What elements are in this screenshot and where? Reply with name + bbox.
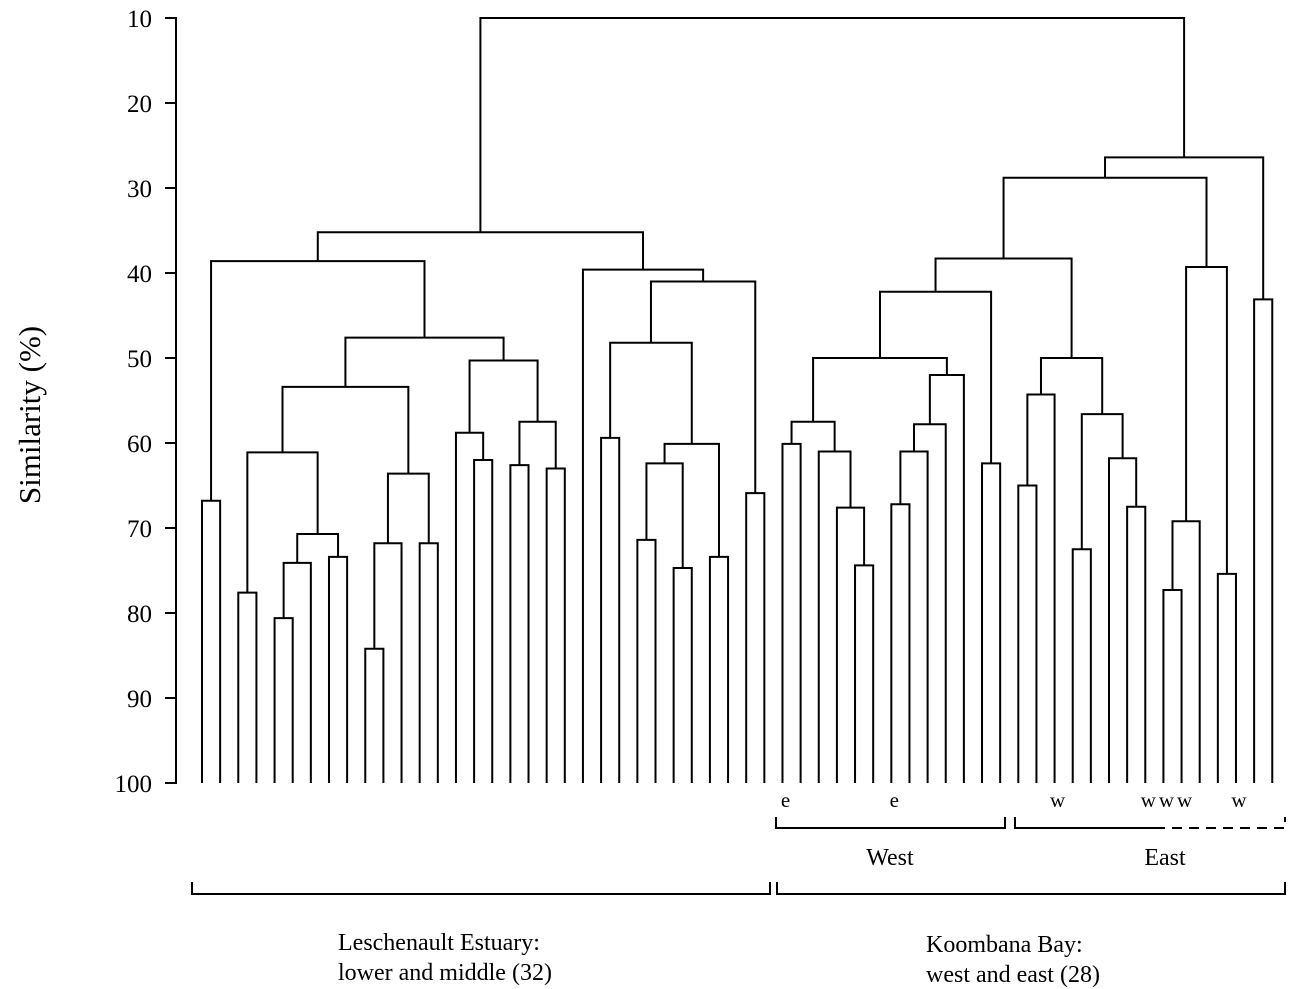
merge: [1039, 357, 1104, 415]
merge: [281, 385, 410, 474]
bracket: [775, 817, 1006, 829]
group-brackets: [191, 817, 1286, 895]
y-tick-label: 10: [127, 6, 152, 33]
merge: [296, 532, 340, 563]
annotation: Koombana Bay:: [926, 932, 1083, 958]
annotation: East: [1144, 845, 1186, 871]
merge: [1126, 505, 1147, 783]
merge: [364, 647, 385, 783]
bracket: [1155, 817, 1286, 829]
bracket: [776, 882, 1286, 895]
merge: [246, 451, 319, 593]
annotation: lower and middle (32): [338, 960, 552, 986]
merge: [344, 336, 505, 387]
merge: [454, 431, 485, 783]
merge: [912, 423, 947, 783]
merge: [672, 566, 693, 783]
merge: [1216, 572, 1237, 783]
merge: [1026, 393, 1056, 783]
merge: [1253, 298, 1274, 783]
merge: [1080, 413, 1124, 550]
annotation: West: [866, 845, 914, 871]
merge: [201, 499, 222, 783]
merge: [934, 257, 1073, 358]
merge: [1185, 266, 1228, 574]
annotation: west and east (28): [926, 962, 1100, 988]
leaf-label: w: [1177, 788, 1193, 812]
merge: [663, 442, 720, 557]
merge: [890, 503, 911, 783]
leaf-label: w: [1231, 788, 1247, 812]
merge: [473, 459, 494, 783]
merge: [509, 464, 530, 783]
merge: [327, 555, 349, 783]
merge: [708, 555, 730, 783]
y-tick-label: 60: [127, 431, 152, 458]
merge: [781, 442, 802, 783]
merge: [600, 436, 621, 783]
leaf-label: w: [1141, 788, 1157, 812]
y-tick-label: 50: [127, 346, 152, 373]
merge: [981, 462, 1002, 783]
leaf-label: e: [890, 788, 899, 812]
leaf-label: w: [1050, 788, 1066, 812]
merge: [609, 341, 693, 444]
merge: [316, 231, 645, 270]
y-tick-label: 70: [127, 516, 152, 543]
merge: [790, 420, 836, 452]
leaf-label: w: [1159, 788, 1175, 812]
merge: [518, 420, 557, 469]
y-tick-label: 40: [127, 261, 152, 288]
merge: [386, 472, 430, 544]
merge: [1017, 484, 1038, 783]
y-tick-label: 80: [127, 601, 152, 628]
merge: [1071, 548, 1092, 783]
merge: [418, 542, 439, 783]
merge: [835, 506, 866, 783]
annotation: Leschenault Estuary:: [338, 930, 540, 956]
merge: [636, 538, 657, 783]
y-axis-label: Similarity (%): [12, 326, 47, 504]
merge: [479, 17, 1186, 233]
y-tick-label: 20: [127, 91, 152, 118]
y-tick-label: 90: [127, 686, 152, 713]
merge: [645, 462, 684, 568]
merge: [899, 450, 929, 783]
merge: [237, 591, 258, 783]
merge: [545, 467, 566, 783]
bracket: [191, 882, 771, 895]
merge: [817, 450, 852, 783]
merge: [373, 542, 403, 783]
merge: [649, 280, 757, 494]
merge: [812, 357, 948, 422]
merge: [854, 564, 875, 783]
merge: [1171, 520, 1201, 783]
leaf-label: e: [781, 788, 790, 812]
merge: [928, 374, 965, 783]
merge: [1002, 176, 1208, 268]
y-tick-label: 30: [127, 176, 152, 203]
merge: [273, 617, 294, 783]
merge: [282, 561, 312, 783]
merge: [878, 290, 993, 464]
bracket: [1014, 817, 1155, 829]
merge: [1162, 589, 1183, 783]
merge: [745, 492, 766, 783]
y-tick-label: 100: [115, 771, 153, 798]
